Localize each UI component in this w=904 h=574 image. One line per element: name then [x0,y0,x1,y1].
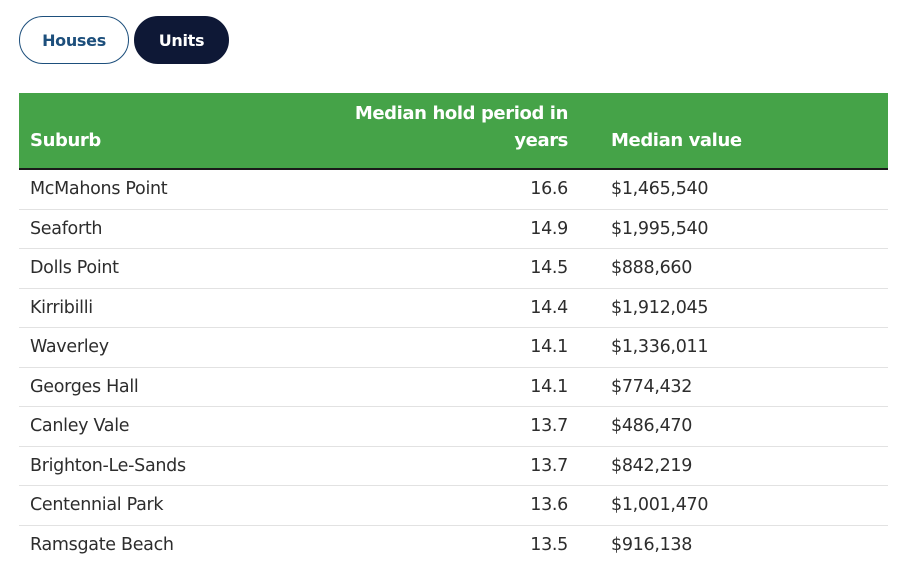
median-value-cell: $486,470 [585,406,888,447]
median-value-cell: $1,001,470 [585,485,888,526]
hold-period-table: Suburb Median hold period in years Media… [19,93,888,564]
table-row: Waverley 14.1 $1,336,011 [19,327,888,368]
table-row: Seaforth 14.9 $1,995,540 [19,209,888,249]
suburb-cell: Waverley [19,327,343,368]
median-value-cell: $1,336,011 [585,327,888,368]
suburb-cell: Ramsgate Beach [30,534,174,555]
median-value-cell: $1,995,540 [585,209,888,249]
suburb-cell: Centennial Park [19,485,343,526]
median-value-cell: $916,138 [611,534,693,555]
hold-period-cell: 14.4 [343,288,585,328]
median-value-cell: $842,219 [585,446,888,486]
hold-period-cell: 14.9 [343,209,585,249]
hold-period-cell: 13.7 [343,406,585,447]
median-value-cell: $1,465,540 [585,169,888,210]
suburb-cell: Brighton-Le-Sands [19,446,343,486]
hold-period-cell: 14.1 [343,327,585,368]
hold-period-cell: 13.6 [343,485,585,526]
hold-period-cell: 13.5 [530,534,568,555]
median-value-cell: $774,432 [585,367,888,407]
table-row: Kirribilli 14.4 $1,912,045 [19,288,888,328]
column-header-suburb: Suburb [19,93,343,170]
property-type-tabs: Houses Units [19,16,229,64]
median-value-cell: $888,660 [585,248,888,289]
hold-period-cell: 14.1 [343,367,585,407]
suburb-cell: Georges Hall [19,367,343,407]
table-row: Centennial Park 13.6 $1,001,470 [19,485,888,526]
header-row: Suburb Median hold period in years Media… [19,93,888,170]
suburb-cell: Dolls Point [19,248,343,289]
table-row: Georges Hall 14.1 $774,432 [19,367,888,407]
tab-units[interactable]: Units [134,16,229,64]
hold-period-cell: 13.7 [343,446,585,486]
table-row: Ramsgate Beach 13.5 $916,138 [19,525,888,564]
tab-houses[interactable]: Houses [19,16,129,64]
suburb-cell: Kirribilli [19,288,343,328]
suburb-cell: McMahons Point [19,169,343,210]
table-row: McMahons Point 16.6 $1,465,540 [19,169,888,210]
suburb-cell: Canley Vale [19,406,343,447]
table-body: McMahons Point 16.6 $1,465,540 Seaforth 14.9… [19,169,888,564]
table-header: Suburb Median hold period in years Media… [19,93,888,170]
suburb-cell: Seaforth [19,209,343,249]
column-header-median-value: Median value [585,93,888,170]
hold-period-cell: 16.6 [343,169,585,210]
median-value-cell: $1,912,045 [585,288,888,328]
hold-period-cell: 14.5 [343,248,585,289]
table-row: Brighton-Le-Sands 13.7 $842,219 [19,446,888,486]
table-row: Canley Vale 13.7 $486,470 [19,406,888,447]
data-table: Suburb Median hold period in years Media… [19,93,888,564]
table-row: Dolls Point 14.5 $888,660 [19,248,888,289]
column-header-hold-period: Median hold period in years [343,93,585,170]
